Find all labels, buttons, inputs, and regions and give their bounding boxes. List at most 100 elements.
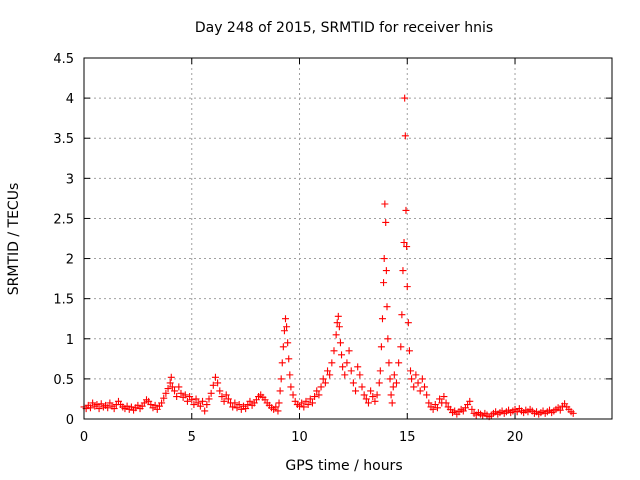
data-point [410,383,418,391]
data-point [386,375,394,383]
data-point [272,403,280,411]
data-point [339,363,347,371]
data-point [277,375,285,383]
data-point [398,311,406,319]
data-point [104,404,112,412]
data-point [192,395,200,403]
data-point [211,373,219,381]
data-point [162,389,170,397]
data-point [235,401,243,409]
data-point [354,363,362,371]
data-point [556,406,564,414]
data-point [158,399,166,407]
data-point [352,387,360,395]
data-point [287,383,295,391]
data-point [392,379,400,387]
data-point [466,397,474,405]
data-point [326,371,334,379]
data-point [401,132,409,140]
data-point [164,385,172,393]
data-point [401,94,409,102]
data-point [86,404,94,412]
data-point [382,267,390,275]
data-point [369,393,377,401]
data-point [201,407,209,415]
data-point [280,327,288,335]
data-point [403,243,411,251]
data-point [274,407,282,415]
y-tick-label: 4 [66,92,74,107]
data-point [289,391,297,399]
data-point [387,391,395,399]
data-point [231,399,239,407]
data-point [362,395,370,403]
data-point [406,367,414,375]
data-point [279,343,287,351]
y-tick-label: 2 [66,253,74,268]
data-point [173,393,181,401]
x-axis-label: GPS time / hours [285,458,402,474]
data-point [338,351,346,359]
data-point [214,379,222,387]
y-tick-label: 0 [66,413,74,428]
data-point [375,379,383,387]
data-point [414,379,422,387]
data-point [207,389,215,397]
data-point [388,399,396,407]
data-point [110,405,118,413]
data-point [442,399,450,407]
data-point [395,359,403,367]
data-point [397,343,405,351]
data-point [383,303,391,311]
data-point [358,383,366,391]
data-point [345,347,353,355]
data-point [343,359,351,367]
y-axis-label: SRMTID / TECUs [6,183,22,296]
data-point [160,394,168,402]
data-point [332,331,340,339]
data-point [315,391,323,399]
data-point [319,375,327,383]
data-point [313,387,321,395]
data-point [399,267,407,275]
plot-frame [83,57,613,420]
y-tick-label: 0.5 [53,373,74,388]
data-point [334,312,342,320]
data-points [80,94,577,421]
data-point [304,401,312,409]
data-point [381,200,389,208]
data-point [402,206,410,214]
data-point [95,405,103,413]
data-point [389,383,397,391]
data-point [468,405,476,413]
data-point [203,401,211,409]
data-point [284,339,292,347]
data-point [433,404,441,412]
data-point [188,396,196,404]
data-point [405,347,413,355]
data-point [356,371,364,379]
data-point [336,339,344,347]
data-point [166,379,174,387]
x-tick-label: 0 [80,430,88,445]
chart-title: Day 248 of 2015, SRMTID for receiver hni… [195,20,493,36]
data-point [190,401,198,409]
data-point [423,391,431,399]
data-point [349,379,357,387]
data-point [429,405,437,413]
data-point [347,367,355,375]
data-point [246,397,254,405]
data-point [321,379,329,387]
data-point [440,393,448,401]
data-point [242,405,250,413]
data-point [205,395,213,403]
data-point [378,315,386,323]
data-point [278,359,286,367]
data-point [196,402,204,410]
data-point [168,383,176,391]
data-point [300,403,308,411]
data-point [311,393,319,401]
data-point [425,399,433,407]
x-tick-label: 20 [507,430,524,445]
